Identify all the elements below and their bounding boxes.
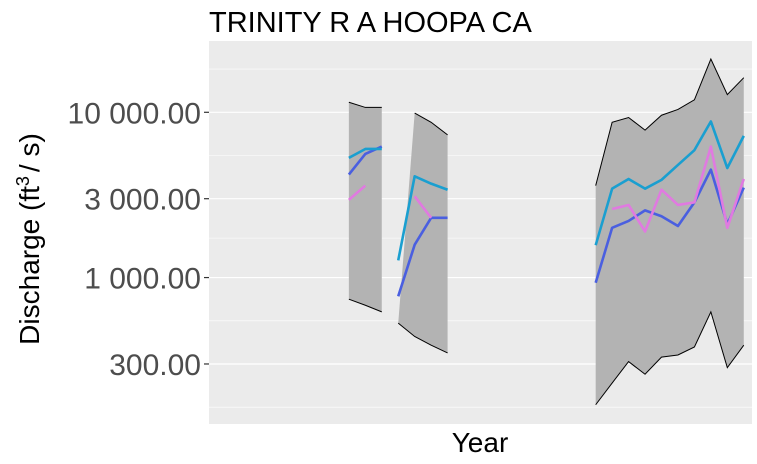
band-upper-edge: [348, 101, 382, 108]
chart-title: TRINITY R A HOOPA CA: [209, 7, 532, 39]
confidence-band: [595, 59, 744, 405]
band-lower-edge: [397, 322, 448, 354]
x-axis-title: Year: [452, 427, 509, 458]
series-line-2: [611, 145, 746, 233]
y-tick-label: 1 000.00: [84, 263, 201, 296]
y-tick-label: 3 000.00: [84, 184, 201, 217]
y-tick-label: 300.00: [109, 349, 201, 382]
series-line-1: [396, 216, 448, 297]
series-line-2: [413, 195, 433, 219]
series-lines: [347, 120, 746, 297]
band-upper-edge: [414, 112, 448, 136]
y-axis-title-superscript: 3: [13, 176, 33, 186]
series-line-3: [594, 120, 745, 246]
series-line-3: [348, 147, 382, 160]
series-line-2: [348, 184, 367, 201]
y-axis-title-tail: / s): [14, 133, 45, 172]
band-upper-edge: [595, 57, 745, 186]
band-lower-edge: [595, 310, 745, 406]
y-axis-title-main: Discharge (ft: [14, 186, 45, 345]
series-line-1: [594, 168, 745, 284]
y-axis: 300.00 1 000.00 3 000.00 10 000.00: [68, 97, 209, 382]
band-lower-edge: [348, 298, 382, 313]
confidence-band: [348, 102, 382, 312]
y-tick-label: 10 000.00: [68, 97, 201, 130]
y-axis-title: Discharge (ft3 / s): [13, 133, 45, 345]
series-line-3: [396, 174, 449, 261]
